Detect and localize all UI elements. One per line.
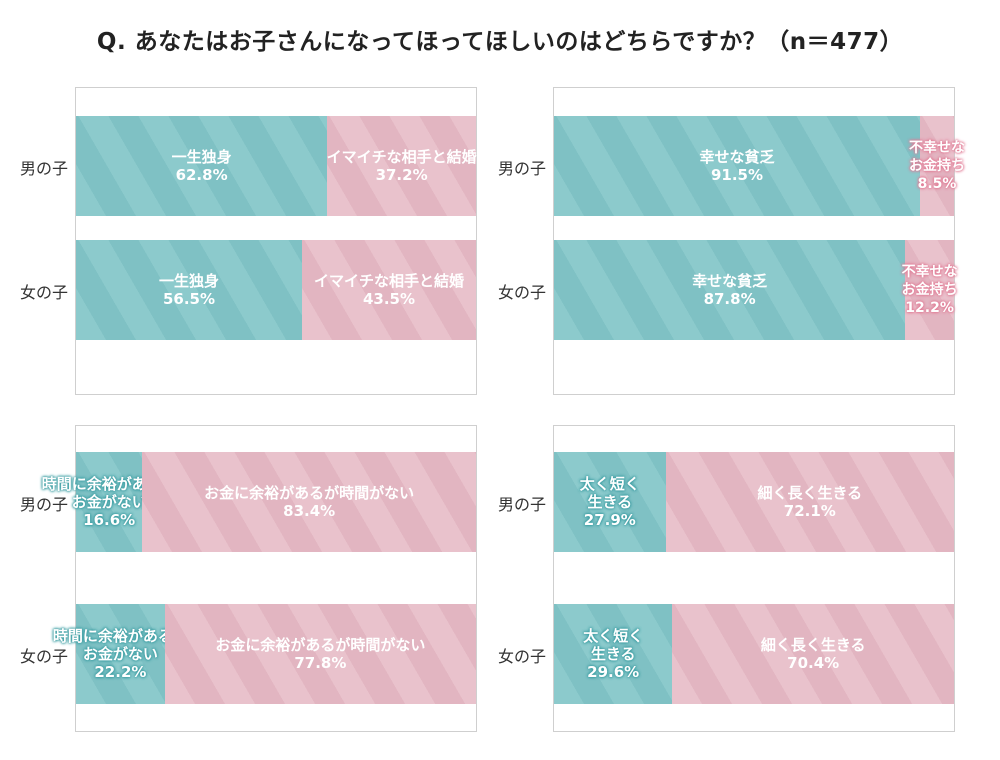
stacked-bar: 太く短く 生きる 29.6% 細く長く生きる 70.4% xyxy=(554,604,954,704)
data-label: お金に余裕があるが時間がない 77.8% xyxy=(215,636,426,672)
value-label: 37.2% xyxy=(375,166,428,184)
data-label: 幸せな貧乏 91.5% xyxy=(699,148,775,184)
value-label: 27.9% xyxy=(583,511,636,529)
chart-panel-2: 幸せな貧乏 91.5% 不幸せな お金持ち 8.5% 幸せな貧乏 87.8% 不幸せな お金持ち… xyxy=(553,87,965,395)
row-label: 女の子 xyxy=(20,283,69,302)
stacked-bar: 時間に余裕があるが お金がない 16.6% お金に余裕があるが時間がない 83.4% xyxy=(42,452,476,552)
bar-segment xyxy=(76,240,302,340)
data-label: イマイチな相手と結婚 43.5% xyxy=(313,272,464,308)
data-label: 太く短く 生きる 27.9% xyxy=(579,475,640,529)
row-label: 女の子 xyxy=(498,647,547,666)
bar-segment xyxy=(554,604,673,704)
value-label: 22.2% xyxy=(94,663,147,681)
row-label: 男の子 xyxy=(498,495,547,514)
data-label: 一生独身 62.8% xyxy=(171,148,232,184)
bar-segment xyxy=(905,240,954,340)
value-label: 70.4% xyxy=(787,654,840,672)
value-label: 77.8% xyxy=(294,654,347,672)
row-label: 男の子 xyxy=(498,159,547,178)
value-label: 8.5% xyxy=(917,176,957,192)
bar-segment xyxy=(76,452,143,552)
row-label: 女の子 xyxy=(498,283,547,302)
stacked-bar: 時間に余裕があるが お金がない 22.2% お金に余裕があるが時間がない 77.8% xyxy=(53,604,476,704)
value-label: 12.2% xyxy=(905,300,954,316)
data-label: 不幸せな お金持ち 12.2% xyxy=(901,264,958,316)
data-label: 太く短く 生きる 29.6% xyxy=(583,627,644,681)
data-label: 細く長く生きる 70.4% xyxy=(760,636,866,672)
bar-segment xyxy=(76,116,328,216)
data-label: イマイチな相手と結婚 37.2% xyxy=(326,148,477,184)
stacked-bar: 幸せな貧乏 91.5% 不幸せな お金持ち 8.5% xyxy=(554,116,965,216)
bar-segment xyxy=(142,452,476,552)
stacked-bar: 一生独身 56.5% イマイチな相手と結婚 43.5% xyxy=(76,240,476,340)
value-label: 56.5% xyxy=(162,290,216,308)
chart-panel-3: 時間に余裕があるが お金がない 16.6% お金に余裕があるが時間がない 83.4% 時間… xyxy=(42,425,477,732)
stacked-bar: 幸せな貧乏 87.8% 不幸せな お金持ち 12.2% xyxy=(554,240,958,340)
bar-segment xyxy=(164,604,476,704)
value-label: 83.4% xyxy=(283,502,336,520)
stacked-bar: 一生独身 62.8% イマイチな相手と結婚 37.2% xyxy=(76,116,477,216)
bar-segment xyxy=(327,116,476,216)
value-label: 87.8% xyxy=(703,290,756,308)
data-label: 幸せな貧乏 87.8% xyxy=(692,272,768,308)
bar-segment xyxy=(920,116,954,216)
chart-panel-4: 太く短く 生きる 27.9% 細く長く生きる 72.1% 太く短く 生きる 29.6% 細く長く… xyxy=(553,425,955,732)
bar-segment xyxy=(672,604,954,704)
stacked-bar: 太く短く 生きる 27.9% 細く長く生きる 72.1% xyxy=(554,452,954,552)
value-label: 91.5% xyxy=(710,166,764,184)
data-label: 不幸せな お金持ち 8.5% xyxy=(909,140,965,192)
value-label: 62.8% xyxy=(175,166,228,184)
data-label: 一生独身 56.5% xyxy=(158,272,219,308)
data-label: 細く長く生きる 72.1% xyxy=(757,484,863,520)
bar-segment xyxy=(665,452,954,552)
row-label: 女の子 xyxy=(20,647,69,666)
value-label: 72.1% xyxy=(783,502,836,520)
chart-title: Q. あなたはお子さんになってほってほしいのはどちらですか？（n＝477） xyxy=(96,29,904,55)
bar-segment xyxy=(554,452,666,552)
value-label: 29.6% xyxy=(587,663,640,681)
value-label: 16.6% xyxy=(83,511,136,529)
row-label: 男の子 xyxy=(20,159,69,178)
data-label: お金に余裕があるが時間がない 83.4% xyxy=(204,484,415,520)
chart-panel-1: 一生独身 62.8% イマイチな相手と結婚 37.2% 一生独身 56.5% イマイチな相手… xyxy=(75,87,477,395)
bar-segment xyxy=(554,116,920,216)
row-label: 男の子 xyxy=(20,495,69,514)
bar-segment xyxy=(554,240,906,340)
bar-segment xyxy=(76,604,165,704)
bar-segment xyxy=(302,240,476,340)
value-label: 43.5% xyxy=(362,290,416,308)
data-label: 時間に余裕があるが お金がない 22.2% xyxy=(52,627,188,681)
